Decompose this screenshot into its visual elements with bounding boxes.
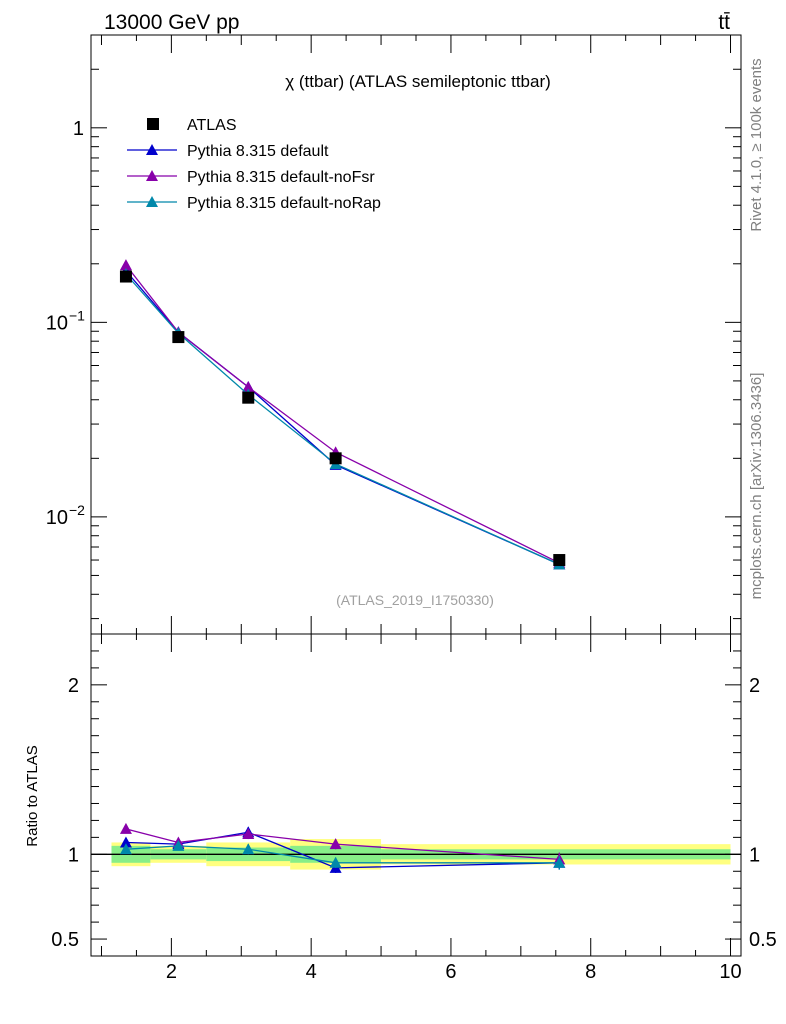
legend-marker: [146, 144, 158, 155]
x-tick-label: 4: [306, 961, 317, 983]
ratio-y-tick-label-right: 2: [749, 675, 760, 697]
data-point: [242, 381, 255, 393]
y-tick-exponent: −2: [69, 502, 85, 518]
legend-marker: [146, 196, 158, 207]
ratio-point: [553, 856, 566, 868]
legend-label: Pythia 8.315 default-noFsr: [187, 169, 375, 186]
y-tick-label: 10: [46, 507, 68, 529]
y-tick-exponent: −1: [69, 307, 85, 323]
data-point-atlas: [329, 452, 342, 465]
ratio-y-tick-label: 0.5: [51, 929, 79, 951]
chart-title: χ (ttbar) (ATLAS semileptonic ttbar): [285, 72, 551, 91]
data-point-atlas: [172, 331, 185, 344]
header-left: 13000 GeV pp: [104, 11, 239, 34]
series-line: [125, 270, 560, 565]
series-line: [125, 273, 560, 565]
ratio-point: [329, 838, 342, 850]
ratio-point: [119, 843, 132, 855]
main-panel: χ (ttbar) (ATLAS semileptonic ttbar) (AT…: [46, 34, 742, 635]
ratio-point: [329, 856, 342, 868]
legend-label: Pythia 8.315 default: [187, 143, 329, 160]
ratio-point: [119, 836, 132, 848]
legend-marker: [147, 118, 159, 130]
ratio-y-tick-label: 1: [68, 844, 79, 866]
x-tick-label: 6: [445, 961, 456, 983]
data-point-atlas: [242, 391, 255, 404]
legend-label: ATLAS: [187, 117, 237, 134]
ratio-series: [119, 822, 566, 873]
legend-marker: [146, 170, 158, 181]
data-point-atlas: [553, 554, 566, 567]
data-point-atlas: [119, 270, 132, 283]
ratio-ylabel: Ratio to ATLAS: [24, 745, 41, 846]
ratio-point: [119, 822, 132, 834]
main-series: [119, 259, 566, 570]
rivet-label: Rivet 4.1.0, ≥ 100k events: [748, 58, 765, 231]
x-axis: 2 4 6 8 10: [100, 35, 742, 983]
ratio-y-tick-label-right: 0.5: [749, 929, 777, 951]
ratio-frame: [90, 633, 742, 957]
x-tick-label: 10: [719, 961, 741, 983]
series-line: [125, 264, 560, 564]
y-tick-label: 1: [73, 118, 84, 140]
data-point: [119, 259, 132, 271]
analysis-tag: (ATLAS_2019_I1750330): [336, 592, 494, 608]
mcplots-label: mcplots.cern.ch [arXiv:1306.3436]: [748, 373, 765, 600]
header-right: tt̄: [718, 11, 730, 34]
ratio-point: [172, 839, 185, 851]
x-tick-label: 8: [585, 961, 596, 983]
legend: ATLAS Pythia 8.315 default Pythia 8.315 de…: [127, 117, 381, 212]
ratio-point: [242, 827, 255, 839]
ratio-bands: [91, 839, 741, 870]
ratio-y-tick-label-right: 1: [749, 844, 760, 866]
x-tick-label: 2: [166, 961, 177, 983]
ratio-panel: 0.5 0.5 1 1 2 2 Ratio to ATLAS: [24, 633, 777, 957]
ratio-point: [242, 843, 255, 855]
ratio-y-tick-label: 2: [68, 675, 79, 697]
legend-label: Pythia 8.315 default-noRap: [187, 195, 381, 212]
ratio-y-ticks: 0.5 0.5 1 1 2 2: [51, 650, 777, 951]
y-tick-label: 10: [46, 312, 68, 334]
main-y-ticks: 110−110−2: [46, 34, 741, 620]
